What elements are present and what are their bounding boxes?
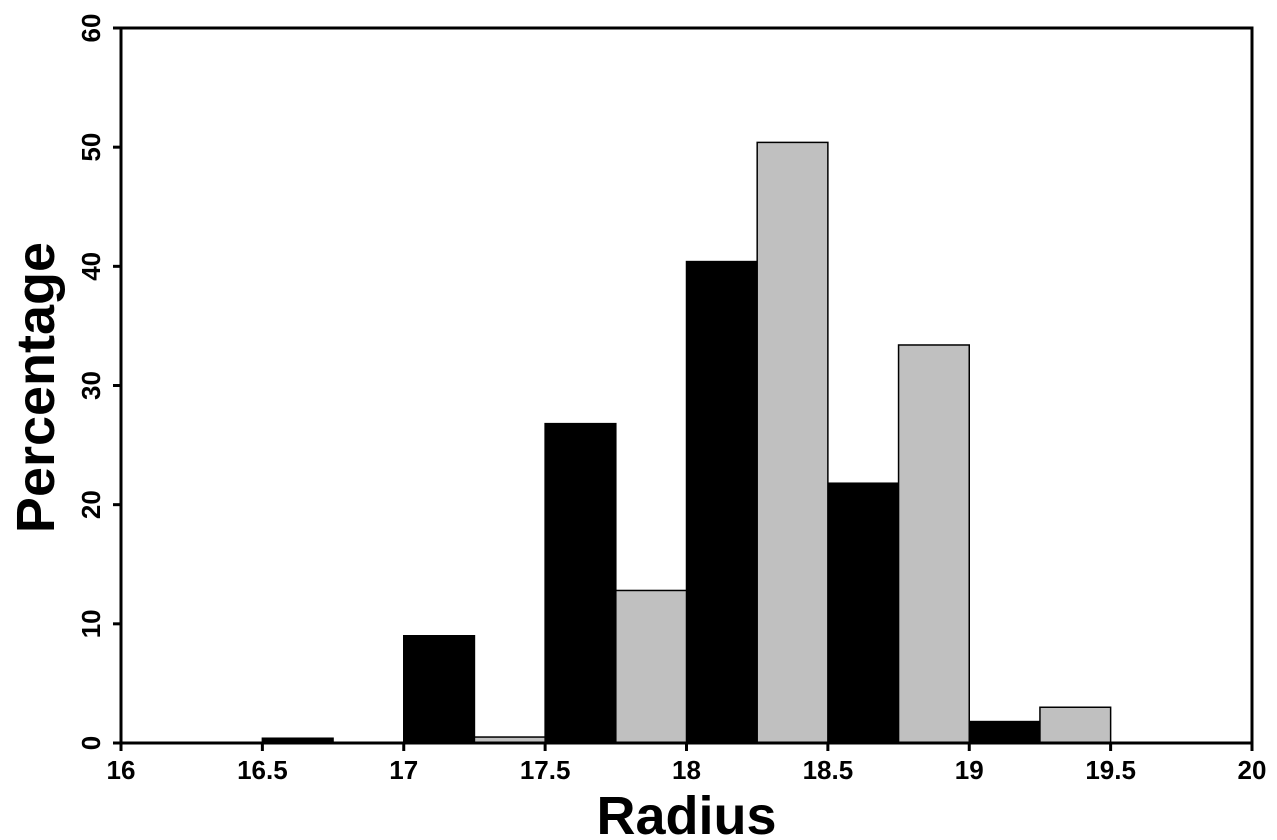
x-tick-label: 19 [955, 755, 984, 785]
x-tick-label: 16 [107, 755, 136, 785]
y-axis-ticks: 0 10 20 30 40 50 60 [76, 14, 121, 750]
x-tick-label: 19.5 [1085, 755, 1136, 785]
y-tick-label: 0 [76, 736, 106, 750]
x-axis-title: Radius [596, 786, 776, 840]
bar-series0-bin5 [968, 720, 1041, 744]
x-tick-label: 16.5 [237, 755, 288, 785]
y-tick-label: 20 [76, 490, 106, 519]
y-tick-label: 40 [76, 252, 106, 281]
x-tick-label: 18 [672, 755, 701, 785]
bar-series0-bin1 [403, 635, 476, 744]
bar-series1-bin4 [1039, 706, 1112, 744]
bar-series0-bin3 [685, 260, 758, 744]
bar-series1-bin1 [615, 589, 688, 744]
y-tick-label: 10 [76, 609, 106, 638]
x-axis-ticks: 16 16.5 17 17.5 18 18.5 19 19.5 20 [107, 743, 1267, 785]
bar-series1-bin3 [897, 344, 970, 744]
y-tick-label: 50 [76, 133, 106, 162]
y-tick-label: 60 [76, 14, 106, 43]
bar-series0-bin2 [544, 422, 617, 744]
x-tick-label: 18.5 [803, 755, 854, 785]
bars-group [261, 141, 1112, 744]
x-tick-label: 20 [1238, 755, 1267, 785]
x-tick-label: 17.5 [520, 755, 571, 785]
x-tick-label: 17 [389, 755, 418, 785]
y-tick-label: 30 [76, 371, 106, 400]
bar-series1-bin2 [756, 141, 829, 744]
bar-series0-bin4 [827, 482, 900, 744]
y-axis-title: Percentage [6, 242, 66, 533]
